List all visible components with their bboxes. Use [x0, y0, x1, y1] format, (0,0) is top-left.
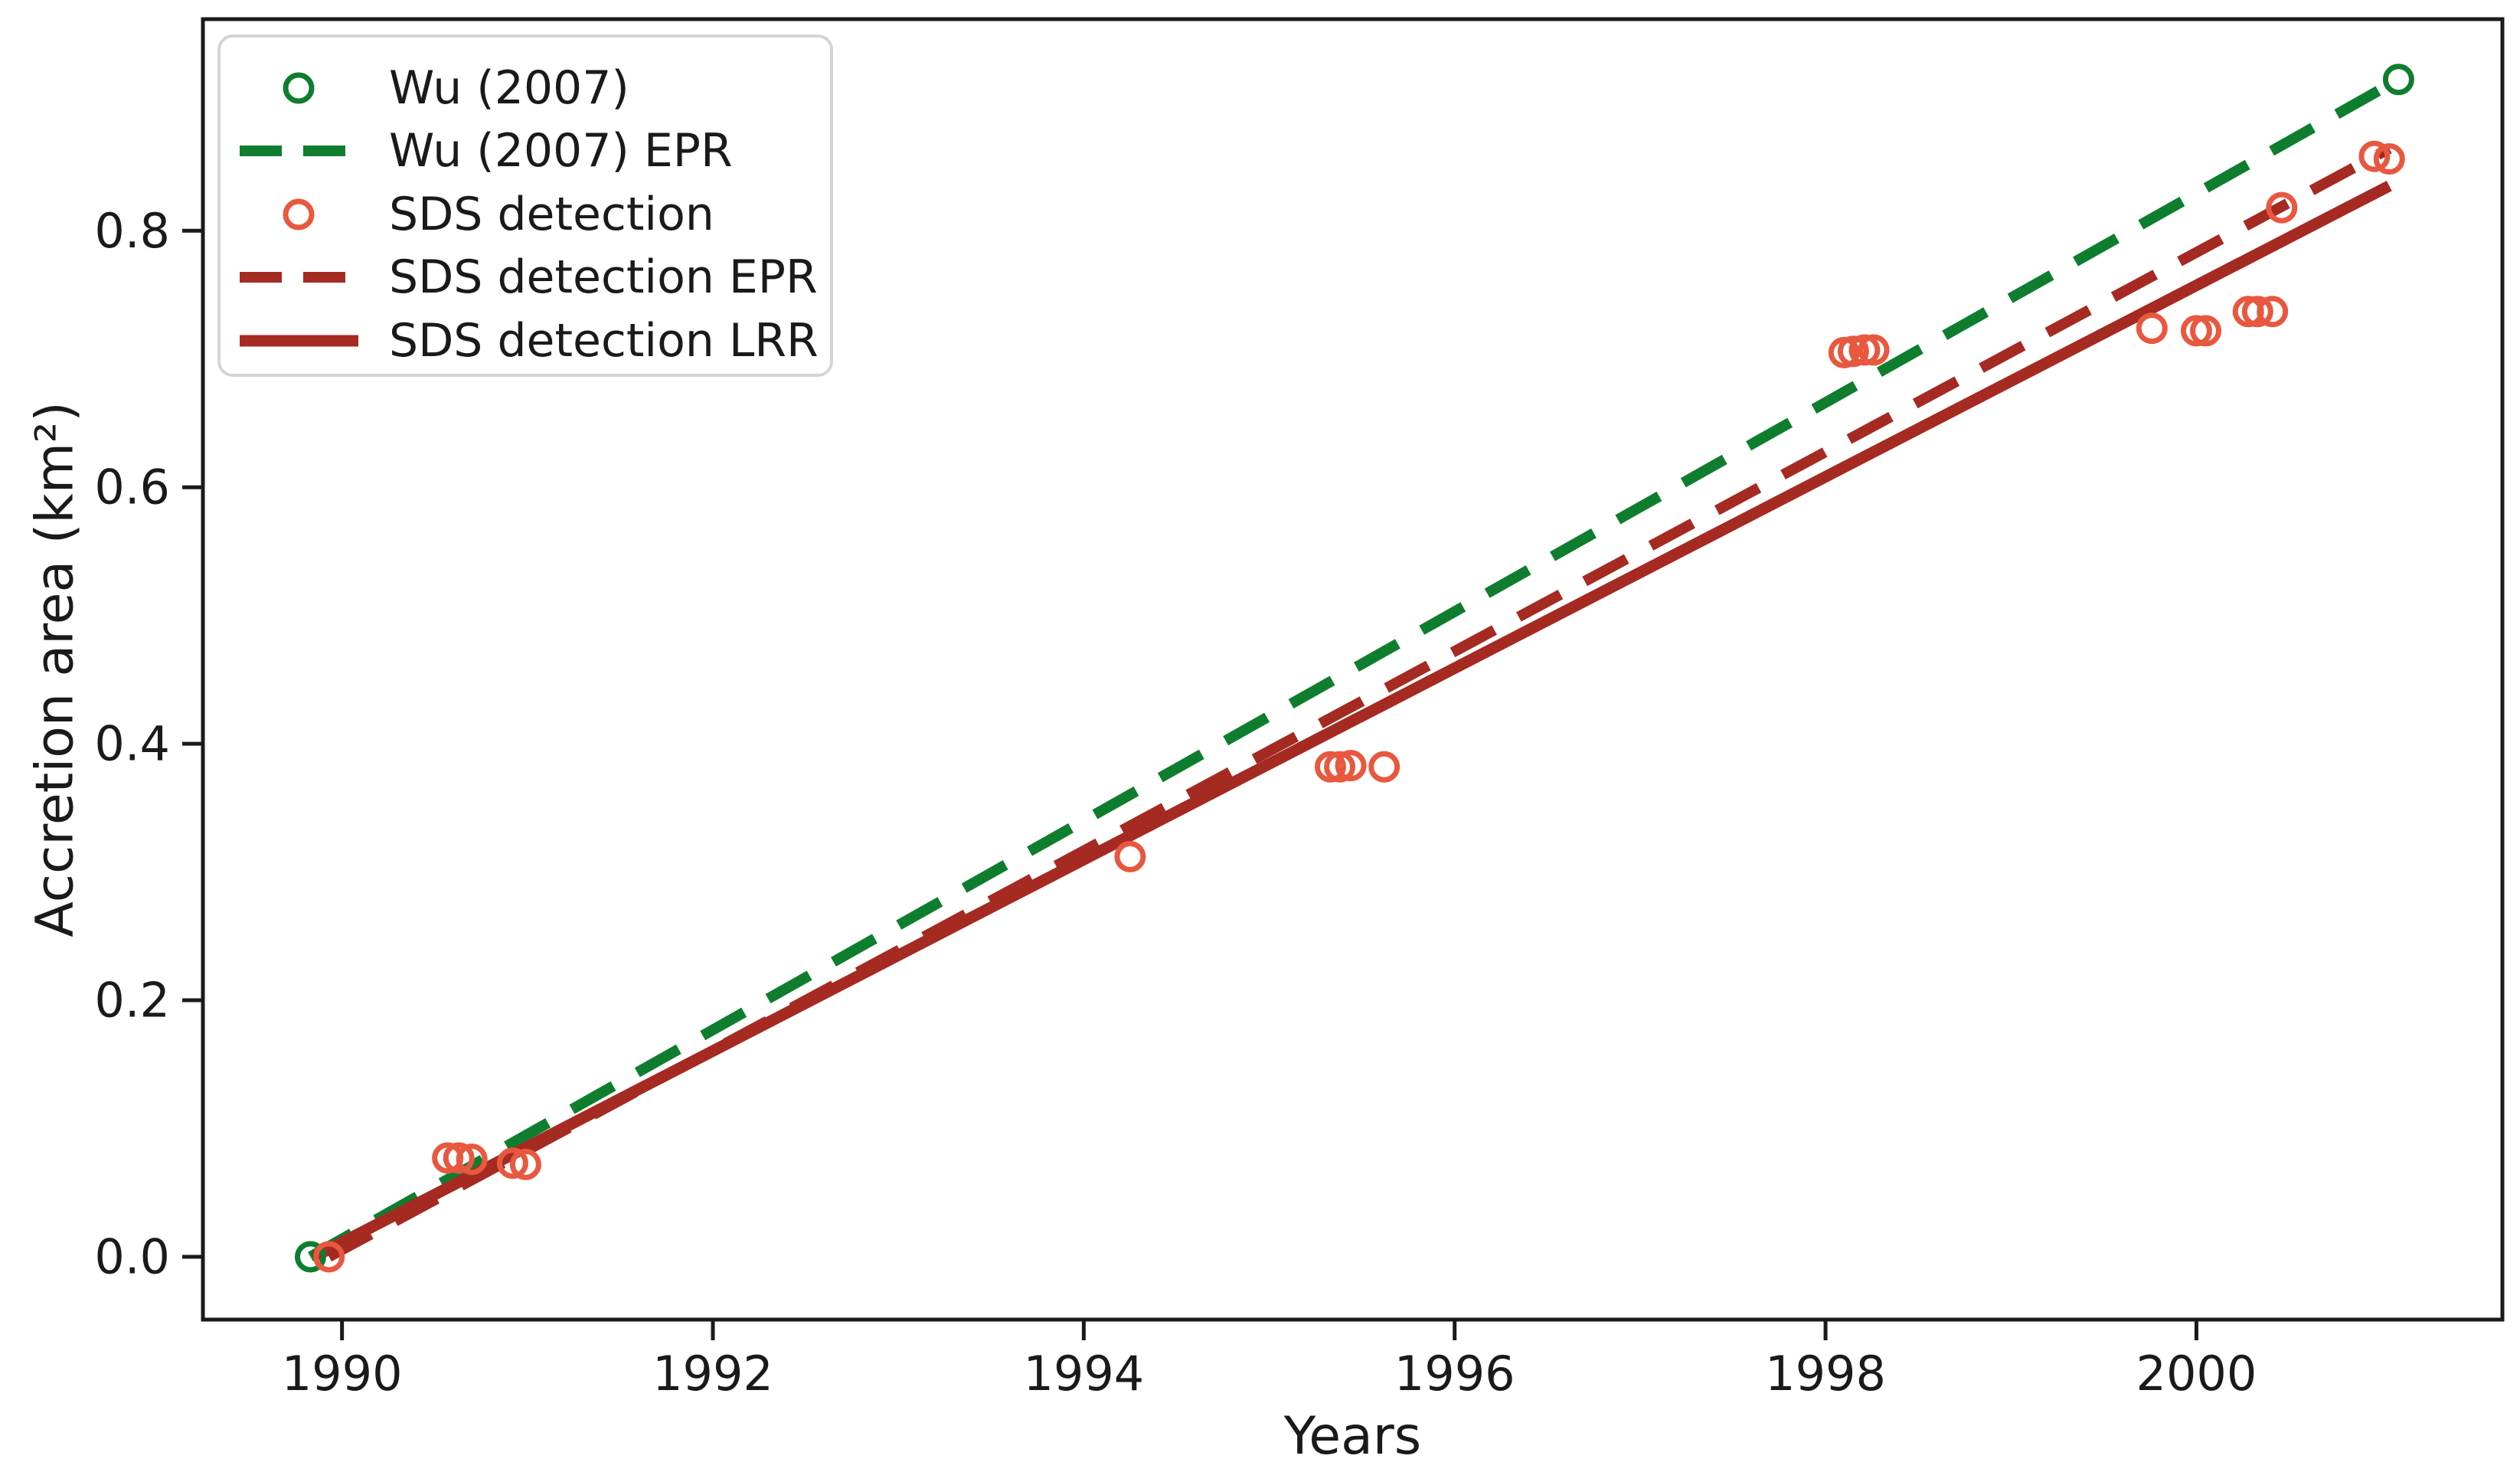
- legend-marker-circle: [283, 198, 315, 231]
- legend-marker-circle: [283, 72, 315, 104]
- sds-detection-lrr-line: [311, 181, 2392, 1262]
- sds-detection-point: [2373, 143, 2405, 175]
- sds-detection-point: [2136, 312, 2168, 345]
- y-tick-label: 0.4: [94, 716, 170, 772]
- sds-detection-point: [1324, 751, 1356, 783]
- x-axis-label: Years: [1283, 1406, 1421, 1467]
- legend-box: [217, 34, 833, 377]
- sds-detection-point: [456, 1143, 488, 1176]
- x-tick-label: 1996: [1394, 1346, 1515, 1402]
- wu-2007--point: [294, 1241, 326, 1273]
- legend-label: Wu (2007): [389, 61, 629, 115]
- x-tick-label: 1992: [652, 1346, 773, 1402]
- x-tick-label: 2000: [2136, 1346, 2257, 1402]
- wu-2007--point: [2382, 64, 2414, 96]
- y-axis-label: Accretion area (km²): [25, 401, 86, 937]
- sds-detection-point: [313, 1241, 345, 1273]
- sds-detection-point: [1848, 334, 1881, 366]
- wu-2007-epr-line: [308, 74, 2401, 1262]
- sds-detection-point: [443, 1142, 475, 1174]
- y-tick-label: 0.6: [94, 460, 170, 515]
- y-tick-label: 0.0: [94, 1228, 170, 1284]
- sds-detection-point: [496, 1147, 528, 1179]
- legend-label: Wu (2007) EPR: [389, 124, 733, 178]
- x-tick-label: 1990: [282, 1346, 403, 1402]
- legend-label: SDS detection LRR: [389, 314, 819, 368]
- sds-detection-point: [2180, 315, 2212, 347]
- y-tick-label: 0.8: [94, 203, 170, 259]
- sds-detection-point: [1335, 750, 1367, 782]
- y-tick-label: 0.2: [94, 973, 170, 1029]
- plot-frame: [201, 17, 2505, 1322]
- legend-label: SDS detection EPR: [389, 250, 818, 304]
- sds-detection-point: [1368, 751, 1401, 783]
- sds-detection-point: [1314, 751, 1346, 783]
- x-tick-label: 1994: [1023, 1346, 1144, 1402]
- sds-detection-point: [509, 1148, 541, 1180]
- x-tick-label: 1998: [1765, 1346, 1886, 1402]
- sds-detection-point: [1858, 334, 1890, 366]
- legend-label: SDS detection: [389, 188, 714, 241]
- sds-detection-point: [2266, 191, 2298, 224]
- sds-detection-point: [1837, 335, 1869, 368]
- sds-detection-point: [1114, 840, 1146, 872]
- sds-detection-point: [2358, 140, 2391, 172]
- sds-detection-point: [2241, 296, 2273, 328]
- sds-detection-point: [2190, 315, 2222, 347]
- sds-detection-point: [2257, 296, 2289, 328]
